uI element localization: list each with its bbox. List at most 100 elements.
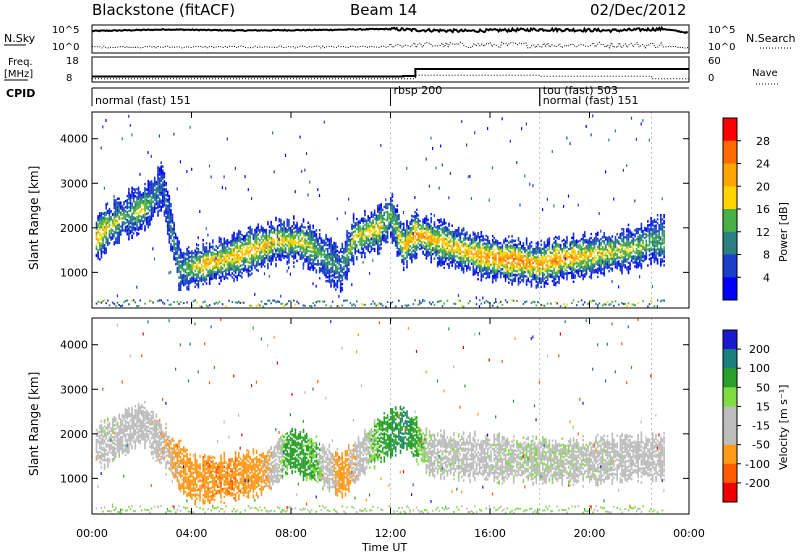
power-cell <box>168 211 171 214</box>
power-cell <box>320 253 323 256</box>
power-cell <box>381 224 384 228</box>
power-cell <box>197 258 200 261</box>
power-cell <box>474 240 476 244</box>
power-cell <box>341 304 344 307</box>
power-cell <box>286 230 289 233</box>
power-cell <box>126 224 129 228</box>
power-cell <box>152 188 154 191</box>
power-cell <box>548 239 551 242</box>
power-cell <box>255 264 258 268</box>
power-cell <box>204 300 206 303</box>
power-cell <box>312 238 314 241</box>
power-cell <box>441 257 444 260</box>
power-cell <box>467 302 470 305</box>
power-cell <box>132 216 135 219</box>
power-cell <box>196 259 198 262</box>
power-cell <box>228 267 230 270</box>
power-cell <box>293 249 295 252</box>
power-cell <box>184 270 187 274</box>
power-cell <box>225 240 227 243</box>
power-cell <box>341 260 344 264</box>
power-cell <box>105 231 107 234</box>
power-cell <box>118 235 120 238</box>
power-cell <box>504 255 507 259</box>
power-cell <box>278 240 280 243</box>
power-cell <box>124 300 127 302</box>
power-cell <box>107 239 109 243</box>
power-cell <box>551 251 554 255</box>
power-cell <box>309 268 311 271</box>
power-cell <box>247 230 250 234</box>
power-cell <box>430 303 432 306</box>
power-cell <box>338 267 340 270</box>
power-cell <box>561 275 563 279</box>
power-cell <box>139 209 141 212</box>
power-cell <box>425 233 428 236</box>
power-cell <box>394 212 397 215</box>
power-cell <box>236 232 238 236</box>
power-cell <box>467 236 470 240</box>
power-cell <box>260 237 263 240</box>
power-cell <box>115 227 117 230</box>
power-cell <box>153 188 156 191</box>
power-cell <box>511 239 513 242</box>
power-cell <box>511 245 513 248</box>
power-cell <box>242 259 245 262</box>
power-cell <box>255 268 258 272</box>
power-cell <box>212 253 214 256</box>
power-cell <box>155 180 158 184</box>
power-cell <box>514 257 517 260</box>
power-cell <box>268 245 271 248</box>
power-cell <box>372 259 374 263</box>
power-cell <box>506 267 508 271</box>
power-cell <box>301 253 303 256</box>
power-cell <box>533 278 536 281</box>
power-cell <box>202 259 204 262</box>
power-cell <box>288 241 290 244</box>
power-cell <box>367 237 369 240</box>
power-cell <box>435 254 437 257</box>
power-cell <box>440 144 442 148</box>
power-cell <box>207 254 209 257</box>
power-cell <box>309 254 311 257</box>
power-cell <box>309 238 311 241</box>
power-cell <box>441 263 444 266</box>
power-cell <box>318 277 321 280</box>
power-cell <box>475 250 478 254</box>
power-cell <box>108 209 111 213</box>
power-cell <box>448 264 450 268</box>
power-cell <box>402 256 405 260</box>
power-cell <box>105 221 107 224</box>
power-cell <box>390 209 392 212</box>
power-cell <box>362 219 365 222</box>
power-cell <box>129 203 132 207</box>
power-cell <box>262 255 264 258</box>
power-cell <box>550 265 552 268</box>
power-cell <box>255 260 258 264</box>
power-cell <box>574 260 576 263</box>
power-cell <box>506 251 508 255</box>
power-cell <box>422 244 424 247</box>
power-cell <box>223 239 226 242</box>
power-cell <box>215 249 217 252</box>
power-cell <box>394 305 397 308</box>
power-cell <box>95 235 98 239</box>
power-cell <box>356 256 358 259</box>
power-cell <box>417 242 420 245</box>
power-cell <box>406 256 408 259</box>
power-cell <box>406 248 408 251</box>
power-cell <box>95 243 98 247</box>
power-cell <box>179 272 182 275</box>
power-cell <box>521 269 523 272</box>
power-cell <box>270 256 272 260</box>
power-cell <box>223 263 226 267</box>
power-cell <box>535 272 538 275</box>
power-cell <box>105 225 107 228</box>
power-cell <box>238 235 240 239</box>
power-cell <box>129 219 132 223</box>
power-cell <box>187 280 190 283</box>
power-cell <box>338 305 340 308</box>
power-cell <box>457 226 460 230</box>
power-cell <box>529 266 531 269</box>
power-cell <box>328 272 331 276</box>
